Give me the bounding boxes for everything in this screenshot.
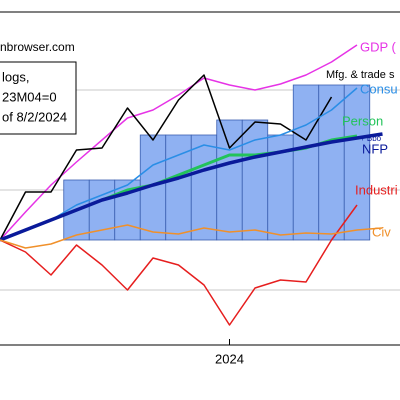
- series-label: Consu: [360, 81, 398, 96]
- legend-text: 23M04=0: [2, 89, 57, 104]
- bar: [165, 134, 192, 241]
- annotation: + Bbo: [360, 134, 382, 143]
- bar: [318, 84, 345, 241]
- series-label: Civ: [372, 224, 391, 239]
- x-tick-label: 2024: [215, 351, 244, 366]
- plot-frame: [0, 11, 400, 346]
- source: nbrowser.com: [0, 40, 75, 54]
- series-label: GDP (: [360, 39, 397, 54]
- series-line: [0, 74, 333, 241]
- series-label: Mfg. & trade s: [326, 69, 395, 81]
- legend-text: logs,: [2, 69, 29, 84]
- legend-text: of 8/2/2024: [2, 109, 67, 124]
- series-label: Person: [342, 113, 383, 128]
- series-line: [0, 224, 383, 249]
- series-label: Industri: [355, 182, 398, 197]
- series-label: NFP: [362, 141, 388, 156]
- series-line: [0, 204, 358, 326]
- legend-box: [0, 61, 77, 135]
- bar: [292, 84, 320, 241]
- series-line: [0, 132, 383, 242]
- bar: [190, 134, 218, 241]
- bar: [343, 84, 371, 241]
